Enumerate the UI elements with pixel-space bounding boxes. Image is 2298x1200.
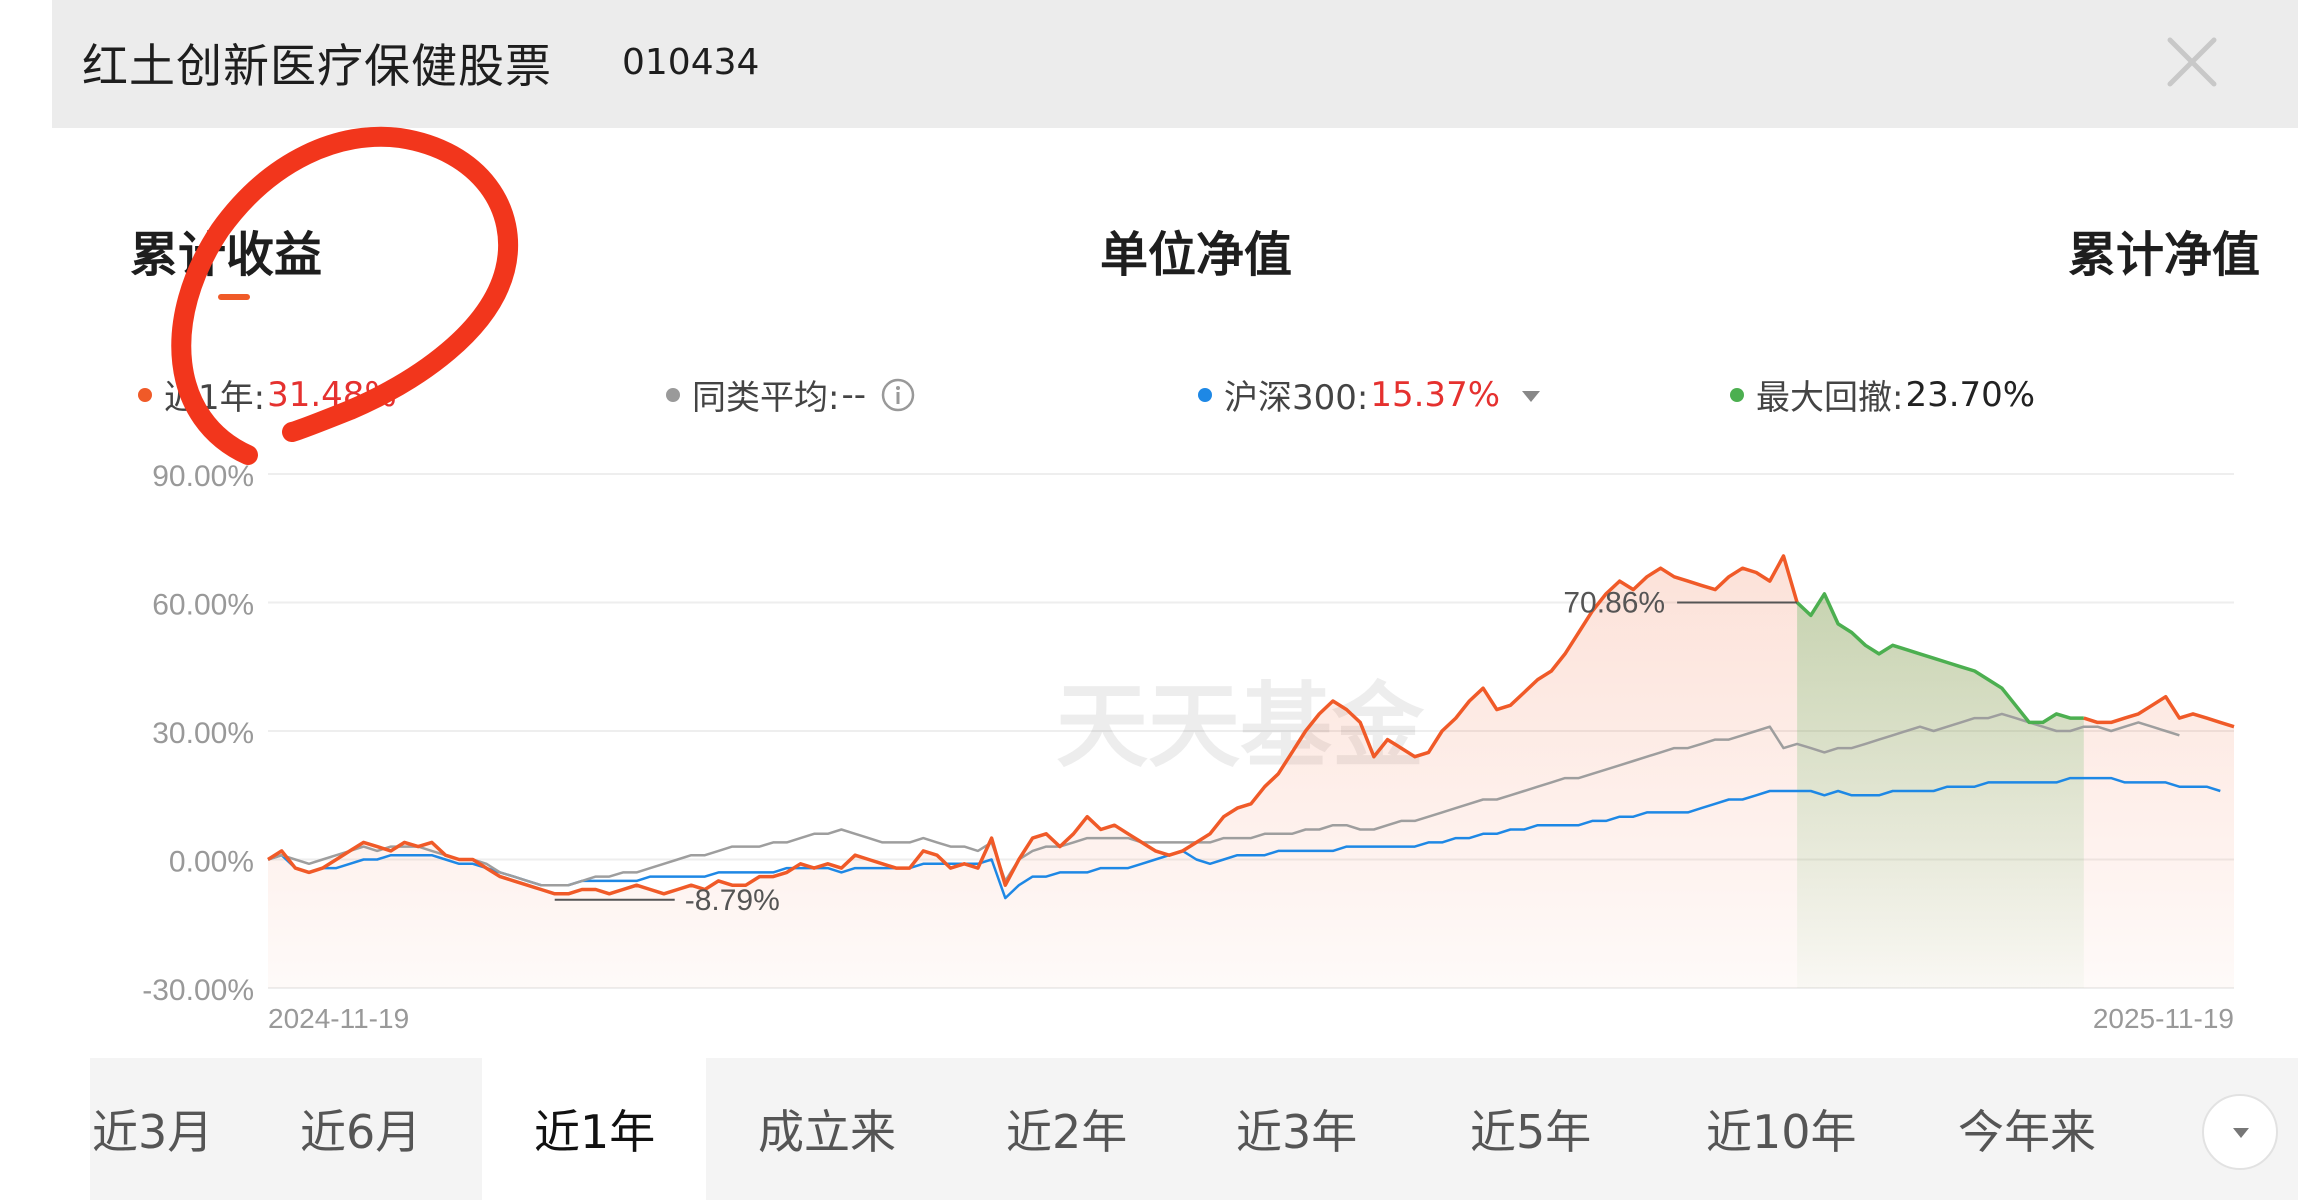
y-tick-label: -30.00% bbox=[142, 974, 254, 1007]
caret-down-icon[interactable] bbox=[1522, 391, 1541, 402]
legend-label: 沪深300: bbox=[1224, 378, 1369, 418]
performance-chart[interactable]: 90.00%60.00%30.00%0.00%-30.00%天天基金70.86%… bbox=[0, 440, 2298, 1040]
y-tick-label: 30.00% bbox=[152, 717, 254, 750]
x-end-label: 2025-11-19 bbox=[2093, 1003, 2234, 1034]
series-line-avg bbox=[267, 712, 2180, 887]
legend-value: -- bbox=[841, 374, 867, 415]
period-tab-4[interactable]: 近2年 bbox=[1006, 1105, 1128, 1159]
legend-dot bbox=[1730, 387, 1744, 402]
period-selector bbox=[90, 1058, 2298, 1200]
legend-csi300: 沪深300: 15.37% bbox=[1198, 370, 1541, 419]
legend-category-average: 同类平均: -- bbox=[666, 370, 916, 419]
period-tab-8[interactable]: 今年来 bbox=[1958, 1105, 2096, 1159]
series-line-fund bbox=[267, 554, 1799, 896]
legend-dot bbox=[1198, 387, 1212, 402]
tab-cumulative-nav[interactable]: 累计净值 bbox=[2068, 227, 2261, 283]
min-annotation: -8.79% bbox=[685, 884, 780, 917]
series-line-drawdown bbox=[1795, 592, 2084, 725]
period-tab-7[interactable]: 近10年 bbox=[1706, 1105, 1857, 1159]
period-active-background bbox=[482, 1058, 706, 1200]
period-tab-2[interactable]: 近1年 bbox=[534, 1105, 656, 1159]
legend-value: 15.37% bbox=[1370, 374, 1501, 415]
fund-area bbox=[268, 556, 2234, 988]
chevron-down-icon bbox=[2233, 1128, 2249, 1138]
more-periods-button[interactable] bbox=[2202, 1094, 2278, 1170]
info-icon[interactable] bbox=[880, 377, 916, 413]
drawdown-area bbox=[1797, 593, 2084, 988]
legend-value: 31.48% bbox=[267, 374, 397, 415]
period-tab-1[interactable]: 近6月 bbox=[300, 1105, 422, 1159]
series-line-hs300 bbox=[267, 776, 2221, 900]
period-tab-5[interactable]: 近3年 bbox=[1236, 1105, 1358, 1159]
legend-label: 近1年: bbox=[164, 378, 266, 418]
x-start-label: 2024-11-19 bbox=[268, 1003, 409, 1034]
series-line-fund-tail bbox=[2083, 694, 2235, 729]
legend-dot bbox=[138, 387, 152, 402]
y-tick-label: 0.00% bbox=[169, 846, 254, 879]
legend-dot bbox=[666, 387, 680, 402]
period-tab-3[interactable]: 成立来 bbox=[758, 1105, 896, 1159]
period-tab-6[interactable]: 近5年 bbox=[1470, 1105, 1592, 1159]
legend-label: 同类平均: bbox=[692, 378, 840, 418]
fund-name: 红土创新医疗保健股票 bbox=[82, 39, 552, 93]
y-tick-label: 60.00% bbox=[152, 589, 254, 622]
active-tab-indicator bbox=[218, 294, 250, 300]
tab-cumulative-return[interactable]: 累计收益 bbox=[130, 227, 323, 283]
tab-unit-nav[interactable]: 单位净值 bbox=[1100, 227, 1293, 283]
fund-header bbox=[52, 0, 2298, 128]
legend-value: 23.70% bbox=[1905, 374, 2036, 415]
max-annotation: 70.86% bbox=[1563, 587, 1665, 620]
legend-max-drawdown: 最大回撤: 23.70% bbox=[1730, 370, 2035, 419]
close-icon[interactable] bbox=[2160, 30, 2224, 94]
fund-code: 010434 bbox=[622, 42, 760, 83]
period-tab-0[interactable]: 近3月 bbox=[92, 1105, 214, 1159]
legend-label: 最大回撤: bbox=[1756, 378, 1904, 418]
legend-fund: 近1年: 31.48% bbox=[138, 370, 397, 419]
y-tick-label: 90.00% bbox=[152, 460, 254, 493]
